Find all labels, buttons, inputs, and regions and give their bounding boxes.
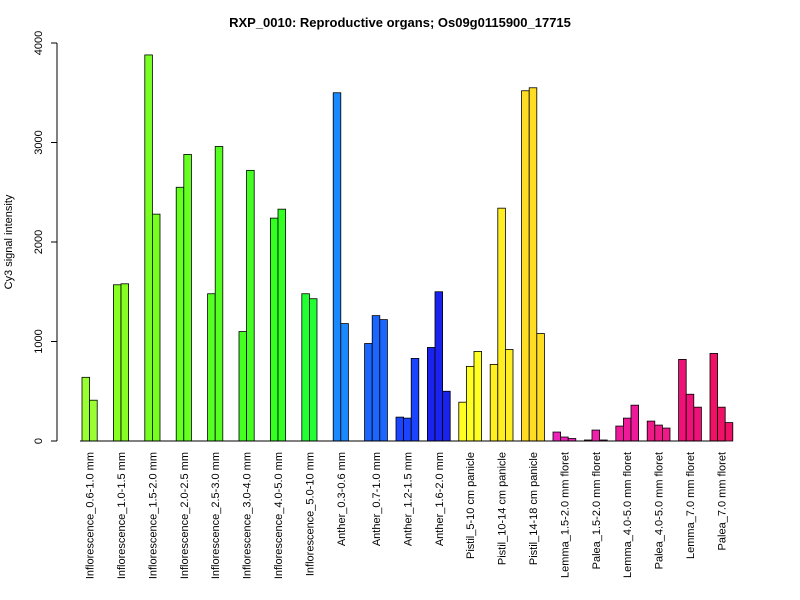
bar-2-1 (113, 284, 122, 442)
bar-4-2 (183, 154, 192, 442)
bar-12-3 (442, 390, 451, 442)
x-tick-label: Inflorescence_0.6-1.0 mm (85, 452, 97, 579)
bar-4-1 (175, 186, 185, 442)
x-tick-label: Pistil_5-10 cm panicle (465, 452, 477, 559)
bar-19-3 (662, 427, 671, 442)
x-tick-label: Inflorescence_5.0-10 mm (304, 452, 316, 576)
x-tick-label: Palea_4.0-5.0 mm floret (654, 452, 666, 569)
x-tick-label: Inflorescence_2.5-3.0 mm (210, 452, 222, 579)
bar-9-1 (332, 92, 342, 442)
bar-21-3 (724, 422, 734, 442)
x-tick-label: Palea_7.0 mm floret (716, 452, 728, 550)
bar-7-2 (277, 208, 286, 442)
y-axis-label: Cy3 signal intensity (3, 194, 15, 289)
bar-6-1 (238, 331, 247, 442)
bar-1-1 (81, 376, 90, 442)
bar-19-2 (654, 424, 663, 442)
y-tick-label: 2000 (33, 230, 45, 254)
bar-20-2 (685, 393, 695, 442)
bar-20-3 (693, 406, 702, 442)
bar-10-1 (364, 343, 373, 442)
x-tick-label: Lemma_4.0-5.0 mm floret (622, 452, 634, 578)
bar-15-1 (521, 90, 530, 442)
x-tick-label: Inflorescence_1.5-2.0 mm (147, 452, 159, 579)
bar-11-3 (410, 358, 420, 442)
chart-title: RXP_0010: Reproductive organs; Os09g0115… (229, 15, 571, 30)
bar-19-1 (646, 420, 656, 442)
y-axis: 0 1000 2000 3000 4000 (33, 31, 58, 444)
bar-5-2 (214, 146, 224, 442)
bar-18-1 (615, 425, 624, 442)
bar-8-2 (308, 298, 318, 442)
bar-2-2 (120, 283, 129, 442)
y-tick-label: 0 (33, 438, 45, 444)
bar-13-3 (473, 351, 482, 442)
x-tick-label: Inflorescence_2.0-2.5 mm (179, 452, 191, 579)
bar-14-1 (489, 363, 499, 442)
x-tick-label: Inflorescence_4.0-5.0 mm (273, 452, 285, 579)
x-tick-label: Pistil_10-14 cm panicle (497, 452, 509, 565)
bar-14-2 (497, 207, 506, 442)
bar-21-2 (717, 406, 726, 442)
x-tick-label: Lemma_7.0 mm floret (685, 452, 697, 559)
bar-16-2 (560, 436, 569, 442)
bar-5-1 (207, 293, 216, 442)
bar-15-2 (528, 87, 538, 442)
bar-18-2 (623, 417, 632, 442)
bar-12-2 (434, 291, 443, 442)
x-tick-label: Pistil_14-18 cm panicle (528, 452, 540, 565)
y-tick-label: 4000 (33, 31, 45, 55)
bar-16-1 (552, 431, 561, 442)
x-tick-label: Anther_0.3-0.6 mm (336, 452, 348, 546)
bar-20-1 (678, 359, 687, 442)
bar-3-1 (144, 54, 153, 442)
y-tick-label: 1000 (33, 329, 45, 353)
bar-11-2 (403, 417, 412, 442)
x-tick-label: Anther_0.7-1.0 mm (371, 452, 383, 546)
bar-9-2 (340, 323, 349, 442)
bar-17-2 (591, 429, 600, 442)
bar-12-1 (426, 347, 436, 442)
bar-7-1 (269, 217, 279, 442)
x-tick-label: Anther_1.6-2.0 mm (434, 452, 446, 546)
bar-11-1 (395, 416, 404, 442)
x-tick-label: Lemma_1.5-2.0 mm floret (559, 452, 571, 578)
bar-13-2 (465, 365, 475, 442)
x-tick-label: Anther_1.2-1.5 mm (402, 452, 414, 546)
bar-10-3 (379, 319, 388, 442)
bar-15-3 (536, 333, 545, 442)
bar-10-2 (371, 315, 381, 442)
x-tick-label: Inflorescence_1.0-1.5 mm (116, 452, 128, 579)
bar-1-2 (89, 399, 98, 442)
bar-3-2 (151, 213, 161, 442)
bars-group (81, 54, 734, 442)
y-tick-label: 3000 (33, 130, 45, 154)
x-tick-label: Palea_1.5-2.0 mm floret (591, 452, 603, 569)
bar-18-3 (630, 404, 639, 442)
bar-21-1 (709, 353, 718, 442)
bar-6-2 (246, 169, 255, 442)
bar-13-1 (458, 401, 467, 442)
x-tick-label: Inflorescence_3.0-4.0 mm (242, 452, 254, 579)
bar-8-1 (301, 293, 310, 442)
x-axis: Inflorescence_0.6-1.0 mm Inflorescence_1.… (80, 440, 728, 579)
bar-14-3 (504, 349, 514, 442)
